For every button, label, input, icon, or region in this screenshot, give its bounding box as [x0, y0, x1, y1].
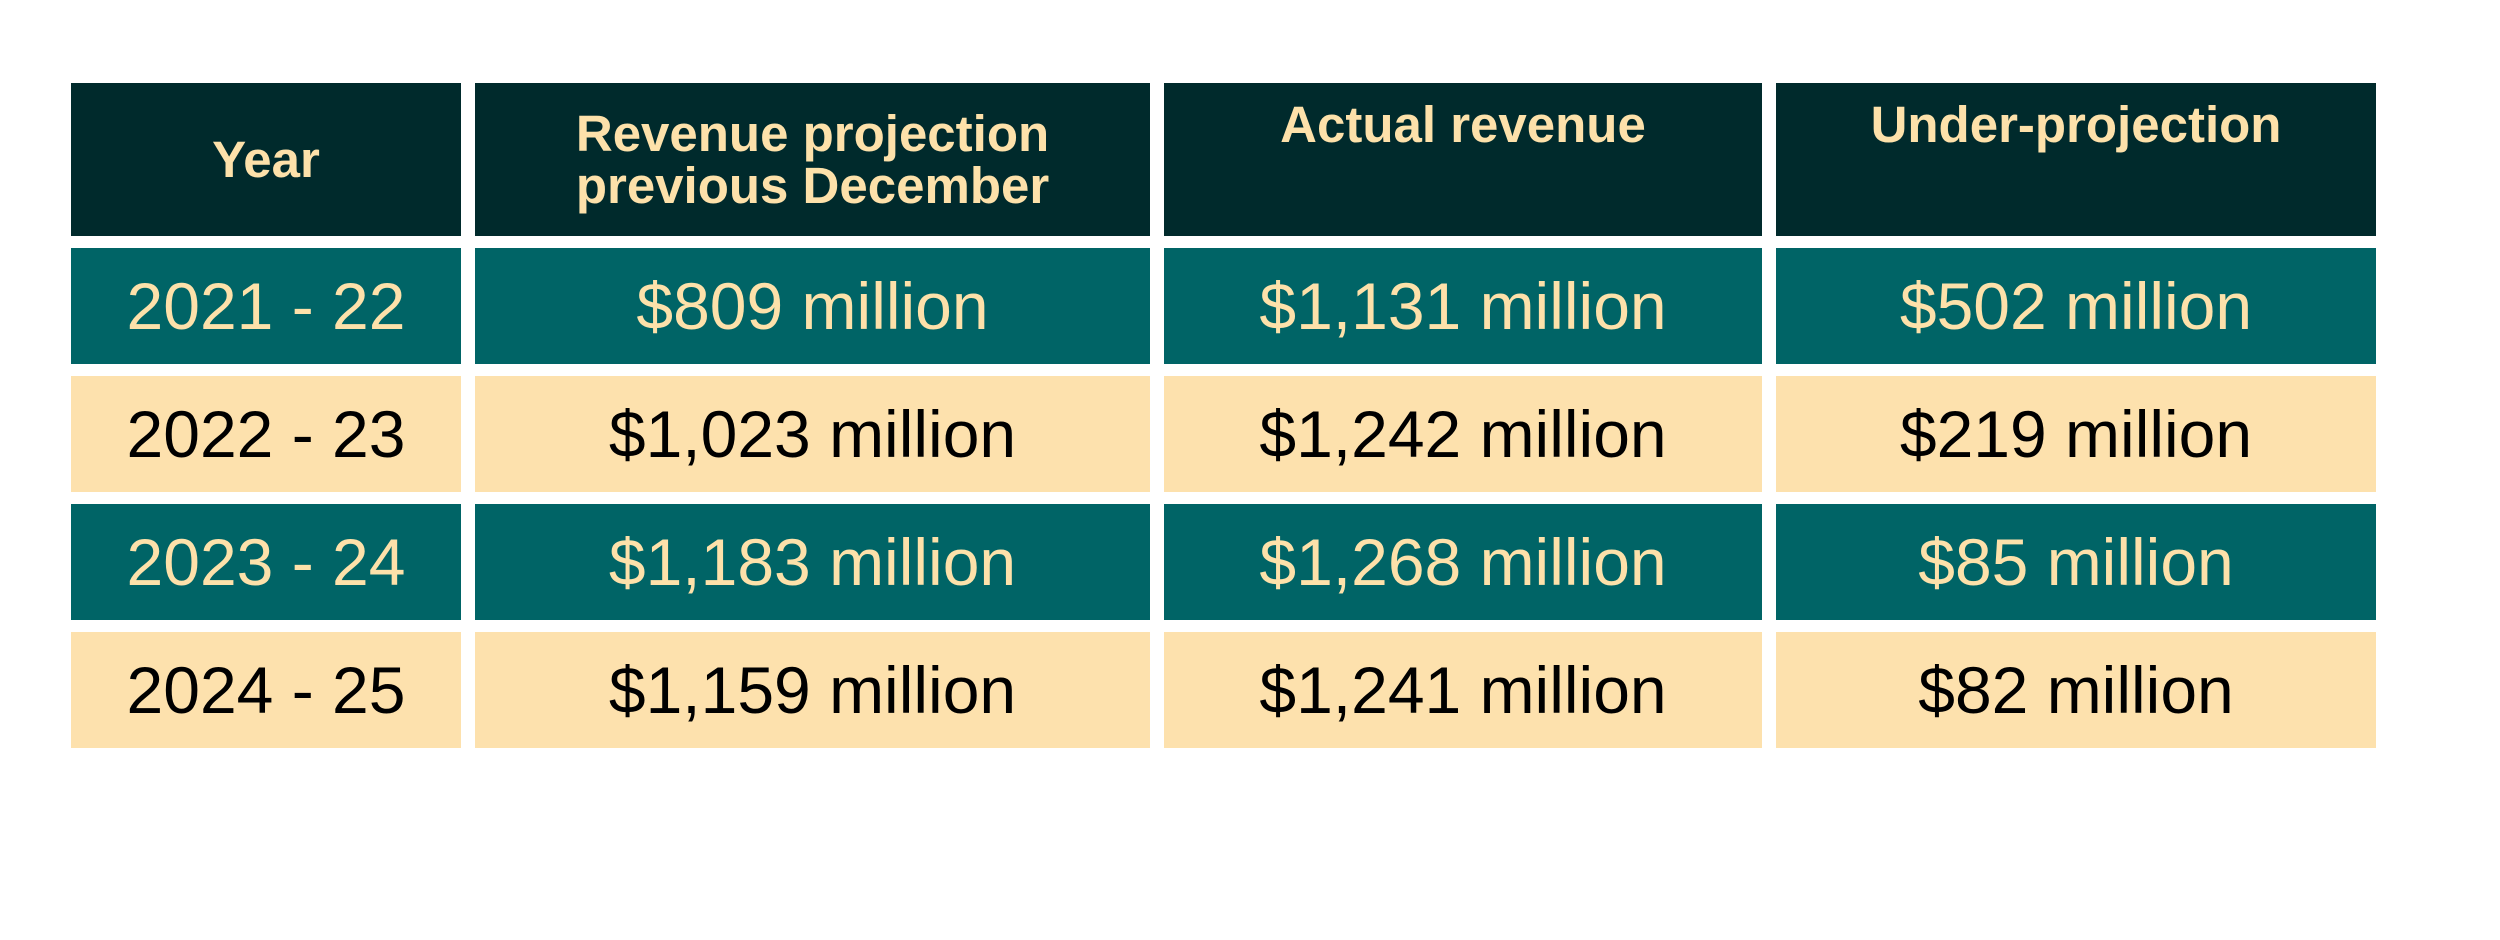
header-line: Under-projection [1870, 96, 2282, 153]
table-cell: $1,242 million [1164, 376, 1762, 492]
table-cell: $1,183 million [475, 504, 1150, 620]
table-row: 2023 - 24 $1,183 million $1,268 million … [71, 504, 2376, 620]
header-cell-under-projection: Under-projection [1776, 83, 2376, 236]
table-row: 2021 - 22 $809 million $1,131 million $5… [71, 248, 2376, 364]
table-cell: $1,131 million [1164, 248, 1762, 364]
table-cell: $1,159 million [475, 632, 1150, 748]
table-cell: 2021 - 22 [71, 248, 461, 364]
table-row: 2022 - 23 $1,023 million $1,242 million … [71, 376, 2376, 492]
revenue-table-container: Year Revenue projection previous Decembe… [71, 83, 2376, 748]
header-line: Revenue projection [575, 104, 1050, 162]
table-cell: 2023 - 24 [71, 504, 461, 620]
table-cell: $502 million [1776, 248, 2376, 364]
table-cell: $85 million [1776, 504, 2376, 620]
table-cell: $1,023 million [475, 376, 1150, 492]
table-cell: 2022 - 23 [71, 376, 461, 492]
table-cell: $219 million [1776, 376, 2376, 492]
header-line: previous December [575, 156, 1050, 214]
table-cell: $809 million [475, 248, 1150, 364]
table-cell: $82 million [1776, 632, 2376, 748]
header-line: Actual revenue [1280, 96, 1646, 153]
header-line: Year [212, 130, 320, 188]
header-cell-actual-revenue: Actual revenue [1164, 83, 1762, 236]
table-cell: 2024 - 25 [71, 632, 461, 748]
header-cell-year: Year [71, 83, 461, 236]
table-cell: $1,268 million [1164, 504, 1762, 620]
table-cell: $1,241 million [1164, 632, 1762, 748]
header-row: Year Revenue projection previous Decembe… [71, 83, 2376, 236]
table-row: 2024 - 25 $1,159 million $1,241 million … [71, 632, 2376, 748]
revenue-table: Year Revenue projection previous Decembe… [57, 71, 2390, 760]
header-cell-revenue-projection: Revenue projection previous December [475, 83, 1150, 236]
